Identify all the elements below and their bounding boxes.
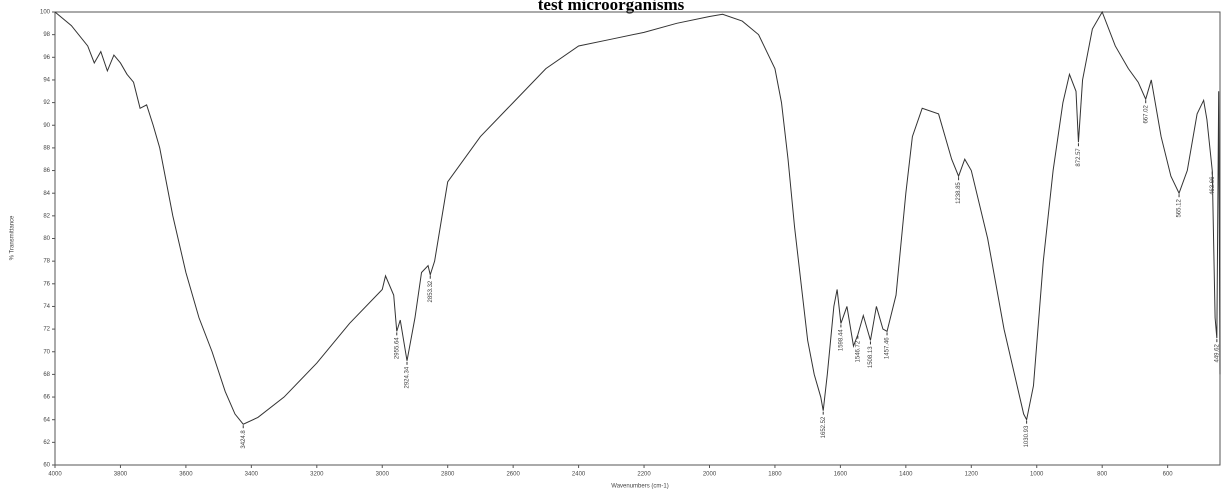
y-tick-label: 74 — [43, 304, 50, 310]
y-tick-label: 64 — [43, 417, 50, 423]
y-axis-label: % Transmittance — [10, 215, 16, 260]
peak-label: 1598.44 — [838, 329, 844, 351]
chart-title: test microorganisms — [538, 0, 685, 14]
y-tick-label: 98 — [43, 32, 50, 38]
x-tick-label: 1400 — [899, 472, 913, 478]
peak-label: 449.62 — [1214, 344, 1220, 363]
y-tick-label: 70 — [43, 349, 50, 355]
y-tick-label: 90 — [43, 123, 50, 129]
y-tick-label: 78 — [43, 259, 50, 265]
y-tick-label: 88 — [43, 145, 50, 151]
x-tick-label: 2600 — [506, 472, 520, 478]
x-tick-label: 1200 — [965, 472, 979, 478]
peak-label: 1508.13 — [868, 346, 874, 368]
y-tick-label: 66 — [43, 395, 50, 401]
x-tick-label: 4000 — [48, 472, 62, 478]
x-axis-label: Wavenumbers (cm-1) — [611, 484, 668, 490]
y-tick-label: 100 — [40, 10, 51, 16]
peak-label: 1652.52 — [821, 416, 827, 438]
x-tick-label: 3200 — [310, 472, 324, 478]
y-tick-label: 86 — [43, 168, 50, 174]
y-tick-label: 72 — [43, 327, 50, 333]
x-tick-label: 2400 — [572, 472, 586, 478]
y-tick-label: 96 — [43, 55, 50, 61]
y-tick-label: 84 — [43, 191, 50, 197]
spectrum-line — [54, 10, 1221, 425]
peak-label: 2853.32 — [428, 280, 434, 302]
y-tick-label: 62 — [43, 440, 50, 446]
y-tick-label: 94 — [43, 78, 50, 84]
x-tick-label: 600 — [1163, 472, 1174, 478]
y-tick-label: 82 — [43, 213, 50, 219]
x-tick-label: 3800 — [114, 472, 128, 478]
peak-label: 872.57 — [1076, 148, 1082, 167]
peak-label: 2924.34 — [405, 366, 411, 388]
y-tick-label: 76 — [43, 281, 50, 287]
x-tick-label: 3600 — [179, 472, 193, 478]
x-tick-label: 3000 — [376, 472, 390, 478]
x-tick-label: 2000 — [703, 472, 717, 478]
x-tick-label: 2200 — [637, 472, 651, 478]
x-tick-label: 2800 — [441, 472, 455, 478]
x-tick-label: 1600 — [834, 472, 848, 478]
peak-label: 1457.46 — [885, 337, 891, 359]
peak-label: 565.12 — [1177, 199, 1183, 218]
x-tick-label: 3400 — [245, 472, 259, 478]
peak-label: 1238.85 — [956, 182, 962, 204]
peak-label: 3424.8 — [241, 430, 247, 449]
y-tick-label: 60 — [43, 463, 50, 469]
y-tick-label: 68 — [43, 372, 50, 378]
y-tick-label: 80 — [43, 236, 50, 242]
peak-label: 667.02 — [1143, 105, 1149, 124]
peak-label: 2955.64 — [394, 337, 400, 359]
peak-label: 1030.93 — [1024, 425, 1030, 447]
peak-label: 1546.72 — [855, 340, 861, 362]
y-tick-label: 92 — [43, 100, 50, 106]
x-tick-label: 1000 — [1030, 472, 1044, 478]
peak-label: 463.66 — [1210, 176, 1216, 195]
x-tick-label: 800 — [1097, 472, 1108, 478]
x-tick-label: 1800 — [768, 472, 782, 478]
